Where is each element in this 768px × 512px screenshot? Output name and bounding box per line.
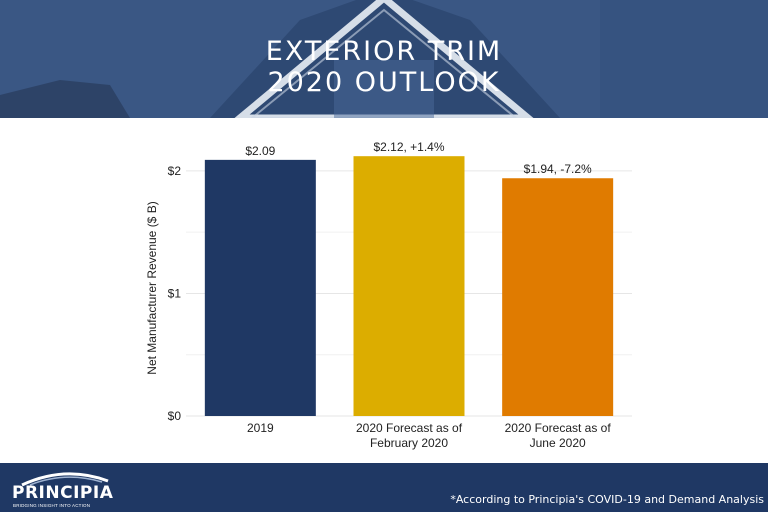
y-tick-label: $0 bbox=[168, 409, 182, 423]
title-line-2: 2020 OUTLOOK bbox=[267, 67, 501, 98]
footer-bar: PRINCIPIA BRIDGING INSIGHT INTO ACTION *… bbox=[0, 463, 768, 512]
title-line-1: EXTERIOR TRIM bbox=[265, 36, 503, 67]
bar-data-label: $2.12, +1.4% bbox=[373, 140, 444, 154]
logo-tagline: BRIDGING INSIGHT INTO ACTION bbox=[13, 503, 91, 508]
x-tick-label: June 2020 bbox=[530, 436, 586, 450]
y-axis-title: Net Manufacturer Revenue ($ B) bbox=[145, 201, 159, 374]
chart-area: $0 $1 $2 $2.09 2019 $2.12, +1.4% 2020 Forecast… bbox=[0, 118, 768, 463]
bar-data-label: $1.94, -7.2% bbox=[524, 162, 592, 176]
bar[interactable] bbox=[502, 178, 614, 416]
x-tick-label: 2020 Forecast as of bbox=[356, 421, 463, 435]
house-roof-image bbox=[0, 0, 768, 118]
bar-data-label: $2.09 bbox=[245, 144, 275, 158]
principia-logo[interactable]: PRINCIPIA BRIDGING INSIGHT INTO ACTION bbox=[12, 469, 122, 509]
bar[interactable] bbox=[204, 159, 316, 416]
bar[interactable] bbox=[353, 156, 465, 416]
x-tick-label: February 2020 bbox=[370, 436, 448, 450]
page-title: EXTERIOR TRIM 2020 OUTLOOK bbox=[0, 36, 768, 98]
header-banner: EXTERIOR TRIM 2020 OUTLOOK bbox=[0, 0, 768, 118]
logo-name: PRINCIPIA bbox=[12, 483, 114, 503]
y-tick-label: $1 bbox=[168, 286, 182, 300]
x-tick-label: 2020 Forecast as of bbox=[505, 421, 612, 435]
footnote: *According to Principia's COVID-19 and D… bbox=[450, 493, 764, 506]
x-tick-label: 2019 bbox=[247, 421, 274, 435]
y-tick-label: $2 bbox=[168, 164, 182, 178]
bridge-arc-icon bbox=[21, 472, 109, 487]
revenue-bar-chart: $0 $1 $2 $2.09 2019 $2.12, +1.4% 2020 Forecast… bbox=[145, 128, 632, 450]
